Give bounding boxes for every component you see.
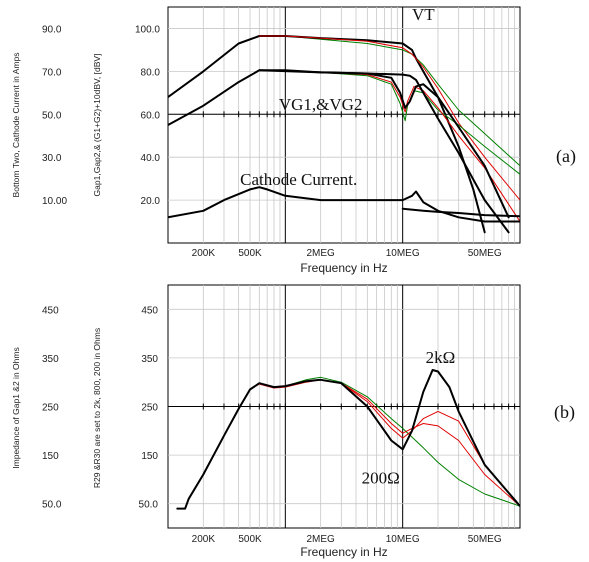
y-tick-label-right: 100.0 <box>135 24 160 35</box>
series-line <box>340 382 520 507</box>
x-tick-label: 50MEG <box>468 534 502 545</box>
y-tick-label-left: 450 <box>42 305 59 316</box>
series-b <box>176 369 520 510</box>
series-line <box>401 207 520 218</box>
x-axis-label-a: Frequency in Hz <box>300 261 387 275</box>
y-tick-label-right: 450 <box>141 305 158 316</box>
y-tick-label-right: 40.0 <box>141 153 161 164</box>
y-tick-label-right: 50.0 <box>139 500 159 511</box>
series-line <box>258 35 520 201</box>
panel-label-a: (a) <box>556 146 576 167</box>
x-tick-label: 10MEG <box>386 534 420 545</box>
y-tick-label-left: 350 <box>42 354 59 365</box>
y-tick-label-right: 80.0 <box>141 67 161 78</box>
y-axis-label-right-b: R29 &R30 are set to 2k, 800, 200 in Ohms <box>92 328 102 488</box>
chart-panel-b: 50.0 50.0 150 150 250 250 350 350 450 450 200K 500K… <box>11 284 575 559</box>
x-tick-label: 50MEG <box>468 248 502 259</box>
tick-labels-a: 20.0 10.00 40.0 30.0 60.0 50.0 80.0 70.0 100.0 90… <box>42 24 502 259</box>
y-tick-label-right: 150 <box>141 451 158 462</box>
y-tick-label-left: 250 <box>42 403 59 414</box>
y-tick-label-left: 10.00 <box>42 196 67 207</box>
series-line <box>258 69 520 222</box>
x-tick-label: 10MEG <box>386 248 420 259</box>
y-axis-label-left-a: Bottom Two, Cathode Current in Amps <box>11 53 21 198</box>
grid-a <box>168 7 520 243</box>
annotation-label: Cathode Current. <box>240 170 357 189</box>
y-tick-label-left: 50.0 <box>42 110 62 121</box>
grid-b <box>168 285 520 528</box>
y-tick-label-left: 90.0 <box>42 24 62 35</box>
y-tick-label-left: 50.0 <box>42 500 62 511</box>
y-axis-label-right-a: Gap1,Gap2,& (G1+G2)+10dBV, [dBV] <box>92 54 102 197</box>
y-tick-label-right: 20.0 <box>141 196 161 207</box>
x-tick-label: 2MEG <box>306 534 335 545</box>
y-tick-label-right: 250 <box>141 403 158 414</box>
y-tick-label-right: 60.0 <box>141 110 161 121</box>
annotation-label: VG1,&VG2 <box>279 95 363 114</box>
x-tick-label: 200K <box>192 534 216 545</box>
x-tick-label: 500K <box>238 248 262 259</box>
x-tick-label: 500K <box>238 534 262 545</box>
x-tick-label: 2MEG <box>306 248 335 259</box>
series-line <box>258 69 510 234</box>
y-tick-label-left: 150 <box>42 451 59 462</box>
y-tick-label-left: 30.0 <box>42 153 62 164</box>
chart-panel-a: 20.0 10.00 40.0 30.0 60.0 50.0 80.0 70.0 100.0 90… <box>11 5 576 275</box>
annotations-b: 2kΩ 200Ω <box>362 348 456 488</box>
series-line <box>176 369 520 510</box>
annotations-a: VT VG1,&VG2 Cathode Current. <box>240 5 435 189</box>
y-axis-label-left-b: Impedance of Gap1 &2 in Ohms <box>11 347 21 468</box>
panel-label-b: (b) <box>554 402 575 423</box>
series-line <box>168 35 486 234</box>
tick-labels-b: 50.0 50.0 150 150 250 250 350 350 450 450 200K 500K… <box>42 305 502 545</box>
x-axis-label-b: Frequency in Hz <box>300 545 387 559</box>
y-tick-label-right: 350 <box>141 354 158 365</box>
annotation-label: 200Ω <box>362 468 400 487</box>
y-tick-label-left: 70.0 <box>42 67 62 78</box>
series-a <box>168 35 520 234</box>
plot-area-a <box>167 6 521 244</box>
annotation-label: VT <box>412 5 435 24</box>
x-tick-label: 200K <box>192 248 216 259</box>
series-line <box>168 69 510 219</box>
annotation-label: 2kΩ <box>426 348 456 367</box>
